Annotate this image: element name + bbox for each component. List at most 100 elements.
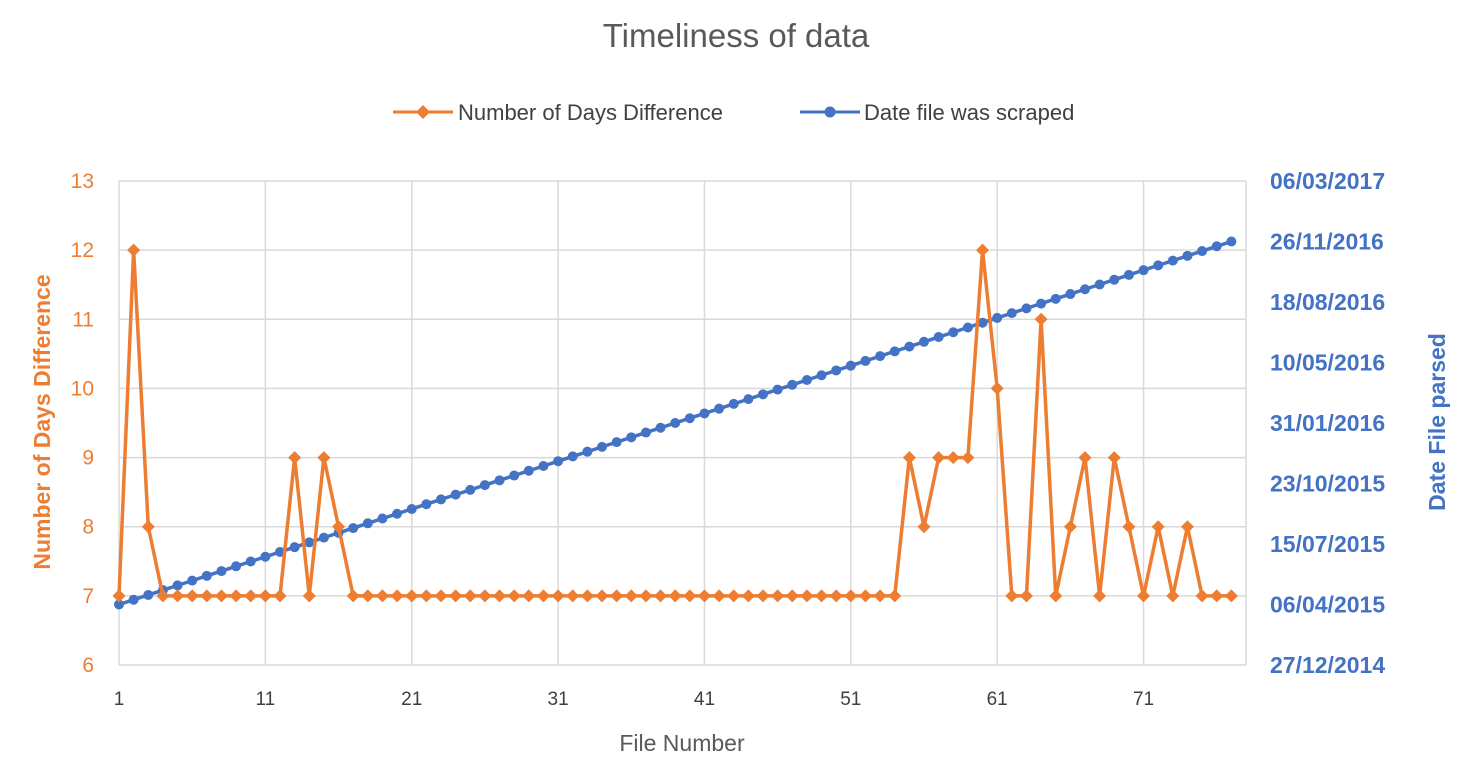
point-date-scraped [1080, 284, 1090, 295]
point-days-difference [741, 589, 755, 603]
x-tick-label: 51 [840, 689, 861, 710]
point-days-difference [844, 589, 858, 603]
left-tick-label: 11 [72, 308, 94, 331]
left-tick-label: 13 [71, 170, 94, 193]
point-date-scraped [201, 570, 212, 581]
point-days-difference [1107, 451, 1121, 465]
x-axis-ticks: 1 11 21 31 41 51 61 71 [114, 689, 1154, 710]
point-days-difference [317, 451, 331, 465]
point-date-scraped [831, 365, 842, 376]
point-date-scraped [114, 599, 124, 610]
x-axis-title: File Number [619, 730, 745, 756]
point-days-difference [858, 589, 872, 603]
point-days-difference [1166, 589, 1180, 603]
point-days-difference [990, 381, 1004, 395]
point-days-difference [185, 589, 199, 603]
point-date-scraped [553, 456, 564, 467]
point-days-difference [829, 589, 843, 603]
point-date-scraped [1226, 236, 1237, 247]
point-days-difference [712, 589, 726, 603]
point-days-difference [375, 589, 389, 603]
legend-label-date-scraped: Date file was scraped [864, 100, 1074, 125]
point-date-scraped [714, 403, 725, 414]
point-date-scraped [465, 484, 476, 495]
point-days-difference [580, 589, 594, 603]
point-date-scraped [377, 513, 388, 524]
legend-item-days-difference: Number of Days Difference [393, 100, 723, 125]
right-tick-label: 23/10/2015 [1270, 471, 1385, 497]
point-date-scraped [655, 422, 666, 433]
point-days-difference [244, 589, 258, 603]
point-date-scraped [1211, 241, 1222, 252]
point-date-scraped [889, 346, 900, 357]
point-days-difference [346, 589, 360, 603]
point-date-scraped [216, 566, 227, 577]
point-date-scraped [143, 589, 154, 600]
point-date-scraped [801, 375, 812, 386]
point-days-difference [127, 243, 141, 257]
point-date-scraped [304, 537, 315, 548]
point-days-difference [1019, 589, 1033, 603]
point-days-difference [932, 451, 946, 465]
point-days-difference [654, 589, 668, 603]
point-date-scraped [1065, 289, 1076, 300]
point-days-difference [873, 589, 887, 603]
point-date-scraped [275, 546, 285, 557]
x-tick-label: 71 [1133, 689, 1154, 710]
point-date-scraped [289, 542, 300, 553]
point-date-scraped [582, 446, 593, 457]
point-days-difference [727, 589, 741, 603]
point-days-difference [507, 589, 521, 603]
point-days-difference [449, 589, 463, 603]
point-date-scraped [1006, 308, 1017, 319]
point-date-scraped [1050, 293, 1061, 304]
point-days-difference [302, 589, 316, 603]
point-days-difference [361, 589, 375, 603]
point-days-difference [288, 451, 302, 465]
right-axis-title: Date File parsed [1424, 333, 1450, 511]
right-axis-ticks: 27/12/2014 06/04/2015 15/07/2015 23/10/2015… [1270, 168, 1385, 678]
point-date-scraped [1153, 260, 1164, 271]
point-date-scraped [260, 551, 271, 562]
left-tick-label: 9 [82, 447, 94, 470]
legend-marker-diamond [416, 105, 430, 119]
point-date-scraped [1094, 279, 1105, 290]
series-date-scraped [114, 236, 1237, 610]
point-days-difference [405, 589, 419, 603]
point-date-scraped [187, 575, 198, 586]
point-date-scraped [640, 427, 651, 438]
point-date-scraped [245, 556, 256, 567]
point-date-scraped [348, 523, 359, 534]
point-days-difference [522, 589, 536, 603]
point-date-scraped [421, 499, 432, 510]
left-tick-label: 10 [71, 377, 94, 400]
point-date-scraped [1021, 303, 1032, 314]
point-days-difference [976, 243, 990, 257]
point-date-scraped [875, 351, 886, 362]
point-days-difference [1063, 520, 1077, 534]
right-tick-label: 15/07/2015 [1270, 531, 1385, 557]
x-tick-label: 11 [255, 689, 275, 710]
right-tick-label: 06/04/2015 [1270, 592, 1385, 618]
x-tick-label: 61 [987, 689, 1008, 710]
right-tick-label: 27/12/2014 [1270, 652, 1385, 678]
point-date-scraped [1182, 250, 1193, 261]
gridlines [118, 180, 1247, 666]
point-date-scraped [919, 336, 929, 347]
point-days-difference [1122, 520, 1136, 534]
point-date-scraped [1036, 298, 1047, 309]
point-days-difference [229, 589, 243, 603]
point-days-difference [1034, 312, 1048, 326]
point-date-scraped [392, 508, 403, 519]
point-days-difference [697, 589, 711, 603]
point-days-difference [273, 589, 287, 603]
left-tick-label: 12 [71, 239, 94, 262]
point-days-difference [566, 589, 580, 603]
right-tick-label: 31/01/2016 [1270, 410, 1385, 436]
point-days-difference [551, 589, 565, 603]
point-days-difference [902, 451, 916, 465]
point-date-scraped [1167, 255, 1178, 266]
point-date-scraped [523, 465, 534, 476]
point-date-scraped [1197, 246, 1208, 257]
